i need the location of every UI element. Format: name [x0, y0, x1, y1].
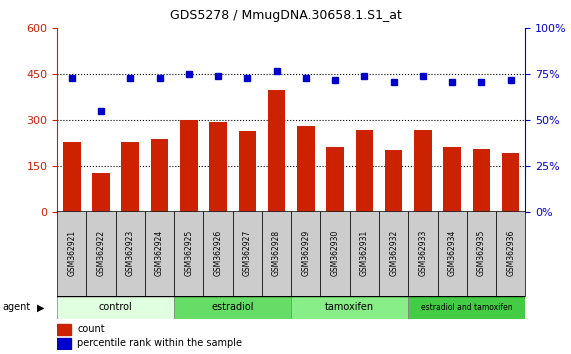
FancyBboxPatch shape	[437, 211, 467, 296]
Text: GSM362923: GSM362923	[126, 230, 135, 276]
Bar	[268, 90, 286, 212]
FancyBboxPatch shape	[379, 211, 408, 296]
Bar	[473, 149, 490, 212]
FancyBboxPatch shape	[291, 211, 320, 296]
FancyBboxPatch shape	[408, 296, 525, 319]
Bar	[57, 324, 71, 335]
FancyBboxPatch shape	[174, 296, 291, 319]
Bar	[385, 150, 403, 212]
Text: GSM362921: GSM362921	[67, 230, 77, 276]
Text: GSM362936: GSM362936	[506, 230, 515, 276]
FancyBboxPatch shape	[115, 211, 145, 296]
Text: agent: agent	[3, 302, 31, 313]
Bar	[297, 126, 315, 212]
Text: GSM362934: GSM362934	[448, 230, 457, 276]
FancyBboxPatch shape	[496, 211, 525, 296]
Bar	[356, 130, 373, 212]
FancyBboxPatch shape	[174, 211, 203, 296]
Text: GSM362935: GSM362935	[477, 230, 486, 276]
Text: percentile rank within the sample: percentile rank within the sample	[77, 338, 242, 348]
Text: estradiol: estradiol	[211, 302, 254, 313]
Text: GSM362926: GSM362926	[214, 230, 223, 276]
Text: GSM362929: GSM362929	[301, 230, 311, 276]
Text: GSM362932: GSM362932	[389, 230, 398, 276]
FancyBboxPatch shape	[320, 211, 349, 296]
Bar	[239, 131, 256, 212]
FancyBboxPatch shape	[467, 211, 496, 296]
FancyBboxPatch shape	[203, 211, 233, 296]
Text: tamoxifen: tamoxifen	[325, 302, 375, 313]
Bar	[122, 142, 139, 212]
Bar	[93, 173, 110, 212]
Text: GSM362924: GSM362924	[155, 230, 164, 276]
Bar	[327, 147, 344, 212]
FancyBboxPatch shape	[57, 211, 86, 296]
Bar	[414, 130, 432, 212]
Text: GSM362931: GSM362931	[360, 230, 369, 276]
Text: control: control	[99, 302, 132, 313]
FancyBboxPatch shape	[145, 211, 174, 296]
Text: GSM362928: GSM362928	[272, 230, 281, 276]
Text: GDS5278 / MmugDNA.30658.1.S1_at: GDS5278 / MmugDNA.30658.1.S1_at	[170, 9, 401, 22]
Bar	[180, 120, 198, 212]
Text: GSM362925: GSM362925	[184, 230, 194, 276]
Bar	[209, 122, 227, 212]
FancyBboxPatch shape	[57, 296, 174, 319]
Text: count: count	[77, 324, 104, 334]
Text: GSM362922: GSM362922	[96, 230, 106, 276]
Text: GSM362930: GSM362930	[331, 230, 340, 276]
Bar	[444, 147, 461, 212]
FancyBboxPatch shape	[291, 296, 408, 319]
Text: GSM362933: GSM362933	[419, 230, 428, 276]
FancyBboxPatch shape	[408, 211, 437, 296]
Text: ▶: ▶	[37, 302, 45, 313]
FancyBboxPatch shape	[262, 211, 291, 296]
Bar	[57, 338, 71, 349]
Text: GSM362927: GSM362927	[243, 230, 252, 276]
Bar	[151, 139, 168, 212]
FancyBboxPatch shape	[349, 211, 379, 296]
Bar	[502, 153, 520, 212]
FancyBboxPatch shape	[86, 211, 115, 296]
Text: estradiol and tamoxifen: estradiol and tamoxifen	[421, 303, 513, 312]
Bar	[63, 142, 81, 212]
FancyBboxPatch shape	[233, 211, 262, 296]
